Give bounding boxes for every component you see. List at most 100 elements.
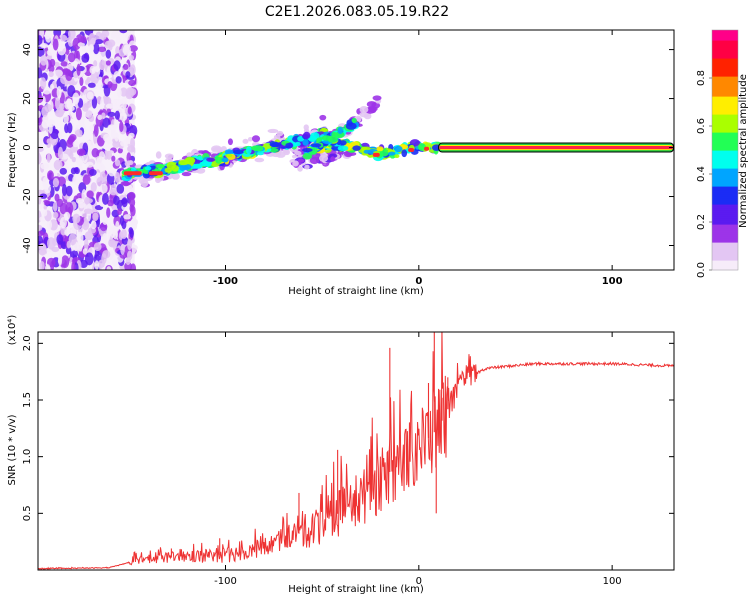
spectrogram-panel: -100 0 100 -40 -20 0 20 40 Height of straight l… bbox=[7, 29, 675, 297]
noise-blob bbox=[102, 193, 109, 205]
noise-blob bbox=[98, 60, 106, 71]
noise-blob bbox=[111, 155, 116, 162]
colorbar-cell bbox=[712, 204, 738, 207]
noise-blob bbox=[124, 261, 132, 270]
colorbar-cell bbox=[712, 196, 738, 199]
noise-blob bbox=[40, 77, 47, 90]
noise-blob bbox=[65, 246, 72, 255]
main-trend-blob bbox=[221, 157, 229, 163]
noise-blob bbox=[38, 35, 43, 46]
noise-blob bbox=[114, 110, 120, 120]
noise-blob bbox=[67, 52, 76, 63]
noise-blob bbox=[66, 37, 72, 43]
spectrogram-y-tick-label: -40 bbox=[22, 237, 33, 253]
noise-blob bbox=[93, 124, 99, 137]
colorbar-cell bbox=[712, 120, 738, 123]
noise-blob bbox=[123, 184, 130, 194]
upper-branch-core bbox=[351, 117, 357, 124]
noise-blob bbox=[127, 238, 133, 251]
colorbar-cell bbox=[712, 212, 738, 215]
colorbar-cell bbox=[712, 222, 738, 225]
noise-blob bbox=[66, 98, 73, 109]
colorbar-cell bbox=[712, 106, 738, 109]
colorbar-cell bbox=[712, 42, 738, 45]
noise-blob bbox=[39, 55, 48, 66]
colorbar-cell bbox=[712, 146, 738, 149]
colorbar-cell bbox=[712, 208, 738, 211]
colorbar-cell bbox=[712, 256, 738, 259]
noise-blob bbox=[77, 231, 84, 245]
main-trend-halo bbox=[171, 173, 180, 180]
noise-blob bbox=[120, 140, 129, 147]
lower-branch-blob bbox=[291, 154, 298, 159]
main-trend-blob bbox=[144, 166, 152, 171]
colorbar-cell bbox=[712, 160, 738, 163]
main-trend-blob bbox=[295, 141, 301, 147]
noise-blob bbox=[106, 136, 112, 145]
spectrogram-x-tick-label: 100 bbox=[602, 276, 623, 287]
noise-blob bbox=[72, 140, 79, 148]
colorbar-cell bbox=[712, 248, 738, 251]
noise-blob bbox=[128, 227, 134, 235]
colorbar-cell bbox=[712, 110, 738, 113]
colorbar-cell bbox=[712, 152, 738, 155]
cluster-blob bbox=[376, 146, 384, 152]
noise-blob bbox=[84, 238, 89, 252]
noise-blob bbox=[114, 159, 121, 167]
noise-blob bbox=[46, 49, 56, 56]
noise-blob bbox=[88, 33, 96, 47]
noise-blob bbox=[54, 96, 61, 110]
noise-blob bbox=[89, 124, 95, 133]
colorbar-cell bbox=[712, 220, 738, 223]
noise-blob bbox=[57, 146, 64, 160]
noise-blob bbox=[39, 43, 49, 49]
colorbar: 0.0 0.2 0.4 0.6 0.8 Normalized spectral ampl… bbox=[696, 29, 749, 278]
colorbar-cell bbox=[712, 210, 738, 213]
noise-blob bbox=[38, 151, 41, 164]
noise-blob bbox=[52, 38, 59, 51]
colorbar-cell bbox=[712, 186, 738, 189]
noise-blob bbox=[106, 222, 112, 235]
noise-blob bbox=[68, 30, 76, 40]
noise-blob bbox=[109, 184, 118, 196]
noise-blob bbox=[127, 87, 137, 96]
noise-blob bbox=[72, 174, 81, 186]
colorbar-cell bbox=[712, 148, 738, 151]
main-trend-blob bbox=[224, 149, 234, 155]
upper-branch-blob bbox=[366, 101, 377, 108]
colorbar-cell bbox=[712, 114, 738, 117]
colorbar-cell bbox=[712, 194, 738, 197]
cluster-blob bbox=[339, 140, 347, 146]
noise-blob bbox=[48, 123, 53, 134]
main-trend-blob bbox=[302, 139, 309, 146]
noise-blob bbox=[63, 113, 69, 124]
snr-x-tick-label: 100 bbox=[603, 576, 622, 587]
main-trend-halo bbox=[251, 135, 261, 143]
noise-blob bbox=[41, 119, 50, 129]
colorbar-cell bbox=[712, 164, 738, 167]
main-trend-blob bbox=[254, 145, 264, 152]
noise-blob bbox=[88, 168, 97, 176]
colorbar-cell bbox=[712, 60, 738, 63]
colorbar-cell bbox=[712, 64, 738, 67]
lower-branch-blob bbox=[318, 154, 329, 162]
lower-branch-blob bbox=[297, 158, 305, 163]
noise-blob bbox=[67, 122, 73, 134]
noise-blob bbox=[102, 250, 111, 259]
colorbar-cell bbox=[712, 112, 738, 115]
colorbar-cell bbox=[712, 258, 738, 261]
cluster-blob bbox=[352, 145, 361, 151]
noise-blob bbox=[65, 185, 73, 197]
colorbar-cell bbox=[712, 174, 738, 177]
colorbar-cell bbox=[712, 266, 738, 269]
cluster-blob bbox=[337, 145, 349, 152]
upper-branch-blob bbox=[363, 112, 372, 120]
colorbar-cell bbox=[712, 250, 738, 253]
colorbar-cell bbox=[712, 244, 738, 247]
colorbar-cell bbox=[712, 176, 738, 179]
noise-blob bbox=[72, 37, 81, 50]
snr-y-axis-label: SNR (10 * v/v) bbox=[7, 414, 18, 485]
main-trend-blob bbox=[199, 161, 211, 167]
noise-blob bbox=[47, 170, 54, 181]
